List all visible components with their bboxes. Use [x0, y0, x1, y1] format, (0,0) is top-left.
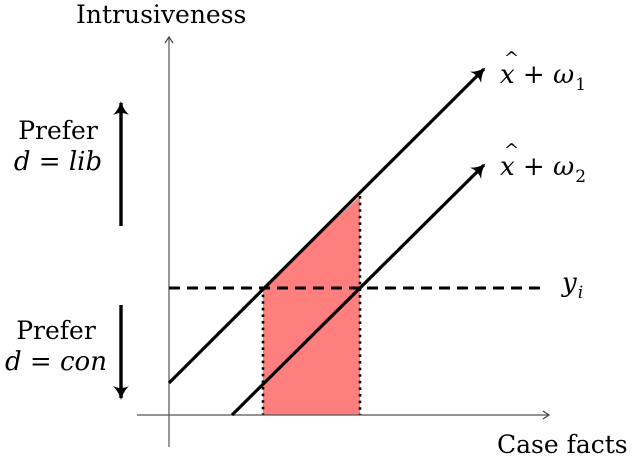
subscript-i: i: [577, 283, 584, 303]
label-x-hat-plus-omega-2: x + ω2: [500, 142, 586, 186]
equals: =: [30, 147, 69, 177]
omega: ω: [553, 152, 575, 182]
var-d: d: [5, 347, 22, 377]
x-hat: x: [500, 50, 519, 88]
subscript-2: 2: [575, 167, 587, 187]
line-x-hat-plus-omega-1: [167, 67, 486, 385]
plus: +: [514, 152, 553, 182]
y-var: y: [562, 268, 577, 298]
prefer-con-line2: d = con: [2, 349, 110, 375]
subscript-1: 1: [575, 75, 587, 95]
prefer-lib-annotation: Prefer d = lib: [6, 118, 110, 175]
var-d: d: [13, 147, 31, 177]
shaded-region: [263, 196, 360, 415]
threshold-label: yi: [562, 268, 583, 302]
prefer-con-annotation: Prefer d = con: [2, 318, 110, 375]
line-x-hat-plus-omega-2: [230, 163, 486, 417]
prefer-lib-line2: d = lib: [6, 149, 110, 175]
x-hat: x: [500, 142, 519, 180]
plus: +: [514, 60, 553, 90]
value-con: con: [60, 347, 107, 377]
omega: ω: [553, 60, 575, 90]
value-lib: lib: [68, 147, 103, 177]
prefer-con-line1: Prefer: [16, 316, 96, 345]
equals: =: [21, 347, 60, 377]
label-x-hat-plus-omega-1: x + ω1: [500, 50, 586, 94]
x-axis-label: Case facts: [497, 430, 628, 459]
prefer-lib-line1: Prefer: [18, 116, 98, 145]
y-axis-label: Intrusiveness: [76, 0, 247, 29]
